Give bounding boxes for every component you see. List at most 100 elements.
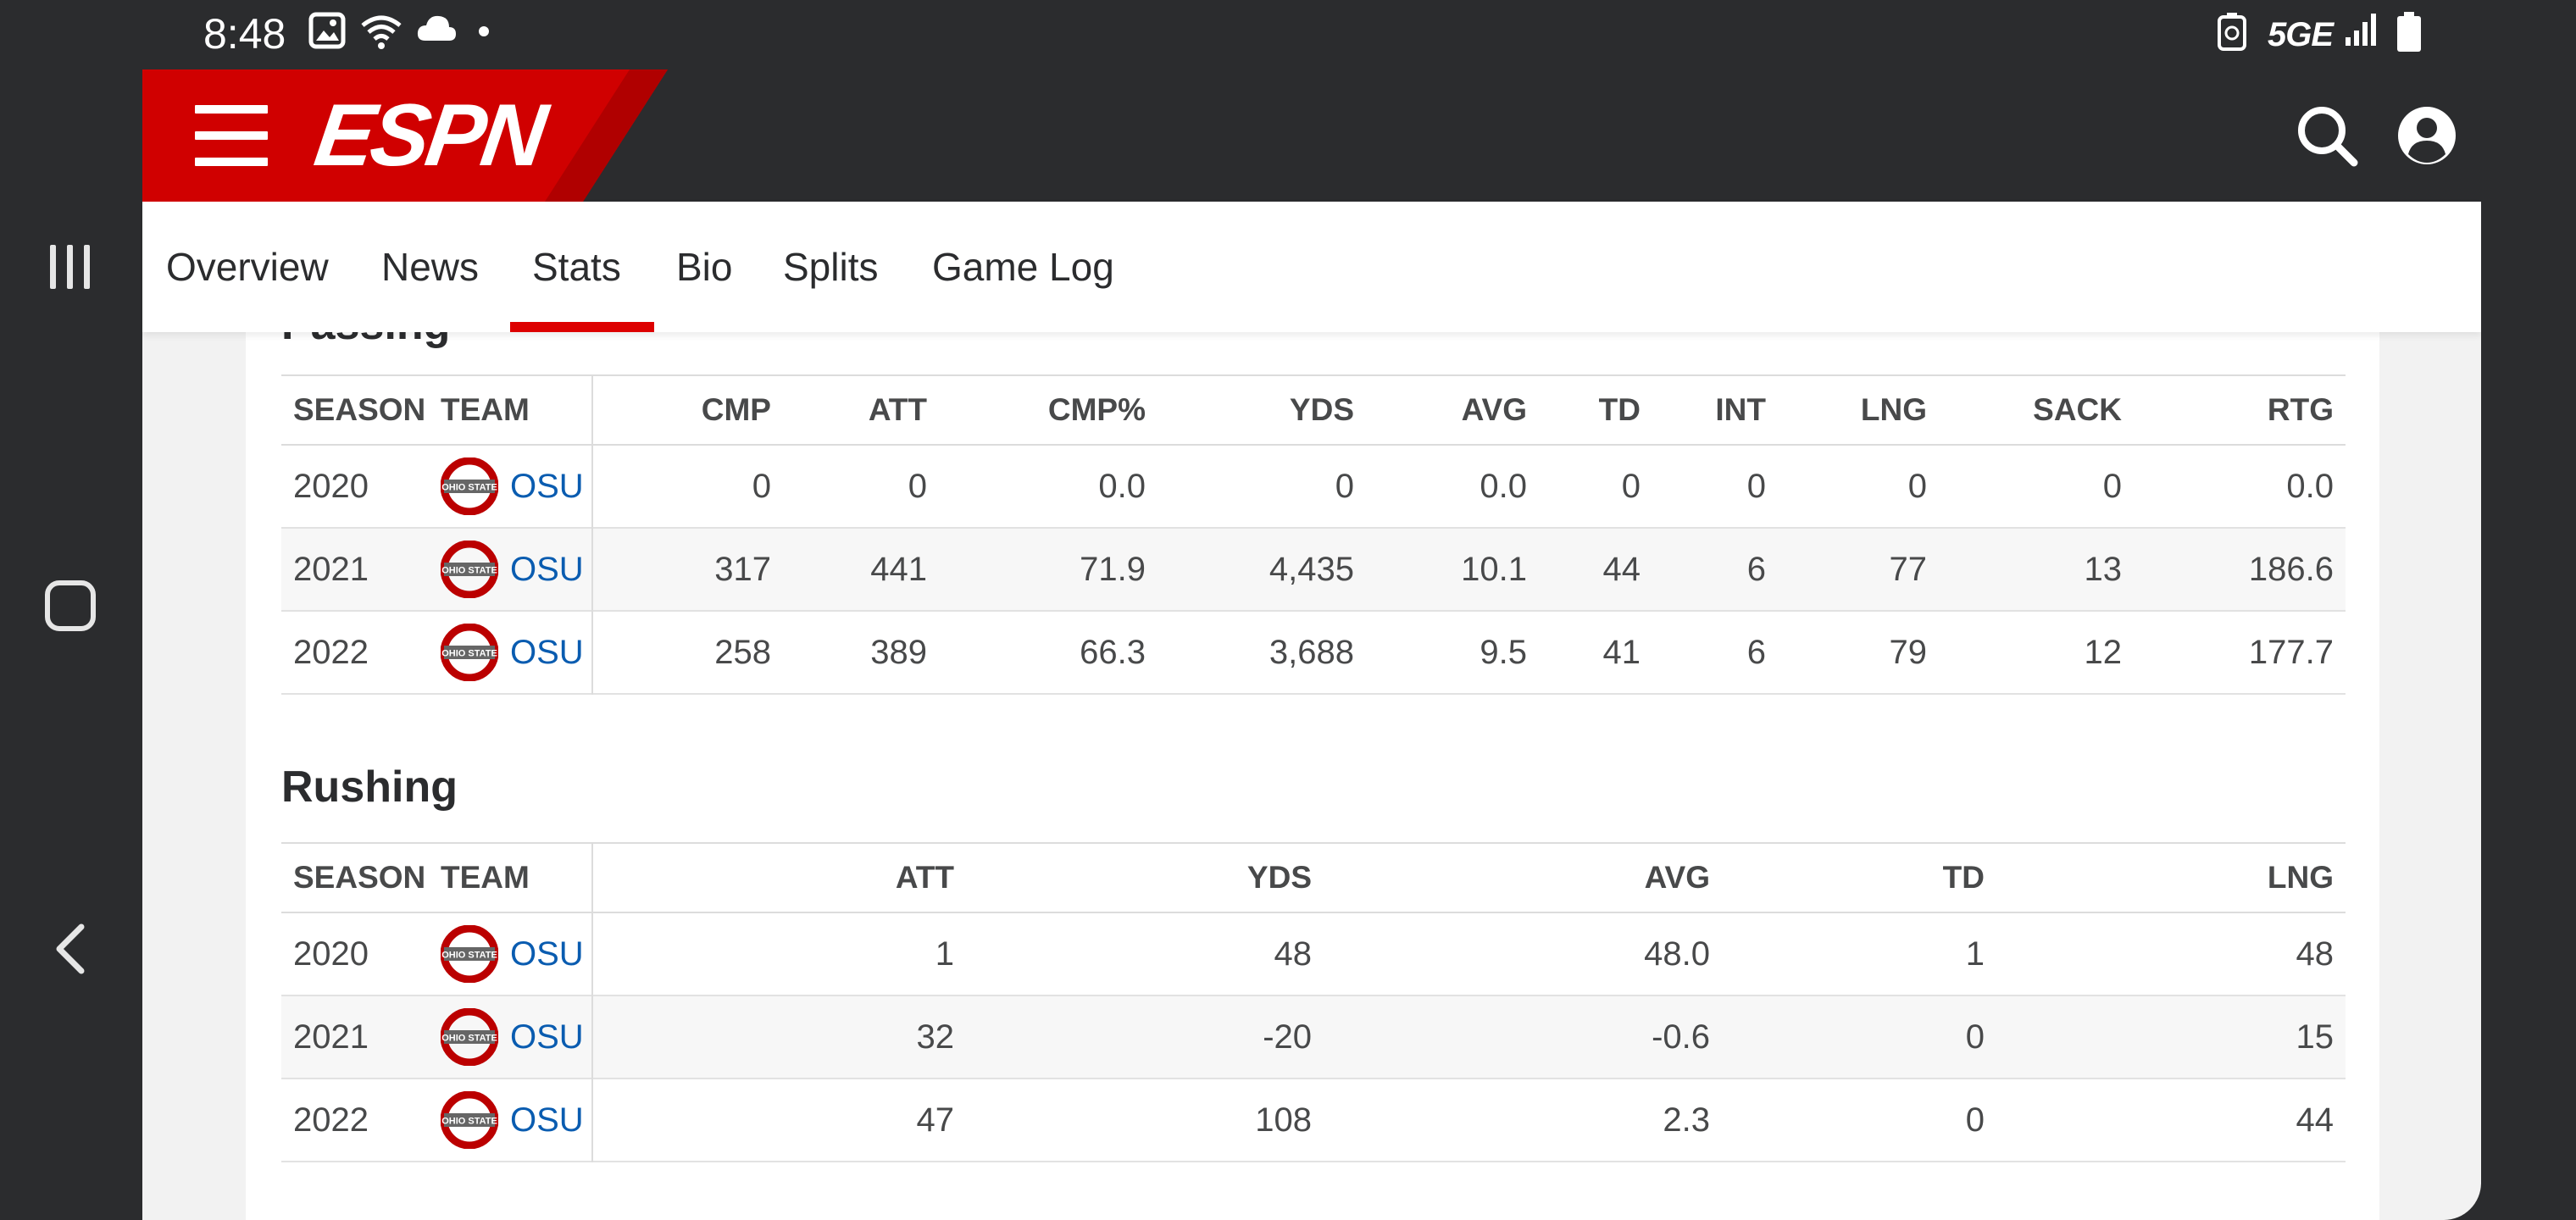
col-td: TD: [1598, 392, 1641, 427]
svg-text:OHIO STATE: OHIO STATE: [441, 483, 497, 493]
season-cell: 2021: [293, 1018, 369, 1056]
espn-logo[interactable]: ESPN: [308, 86, 550, 185]
lng-cell: 48: [2296, 934, 2334, 973]
col-team: TEAM: [441, 860, 530, 895]
phone-screen: 8:48 5GE ESPN: [142, 0, 2481, 1220]
ohio-state-logo-icon: OHIO STATE: [441, 1091, 498, 1149]
battery-icon: [2396, 12, 2422, 53]
yds-cell: 3,688: [1269, 633, 1354, 671]
team-cell[interactable]: OHIO STATE OSU: [441, 1079, 584, 1161]
yds-cell: 0: [1335, 467, 1354, 505]
tab-news[interactable]: News: [381, 245, 480, 289]
team-cell[interactable]: OHIO STATE OSU: [441, 996, 584, 1078]
td-cell: 41: [1602, 633, 1641, 671]
tab-game-log[interactable]: Game Log: [932, 245, 1114, 289]
att-cell: 47: [916, 1101, 955, 1139]
cmp-cell: 0: [752, 467, 771, 505]
home-icon[interactable]: [41, 576, 100, 635]
avg-cell: 0.0: [1480, 467, 1527, 505]
team-cell[interactable]: OHIO STATE OSU: [441, 529, 584, 610]
section-title-rushing: Rushing: [281, 762, 458, 812]
avg-cell: 10.1: [1461, 550, 1527, 588]
lng-cell: 0: [1907, 467, 1927, 505]
ohio-state-logo-icon: OHIO STATE: [441, 541, 498, 598]
team-cell[interactable]: OHIO STATE OSU: [441, 913, 584, 995]
svg-text:OHIO STATE: OHIO STATE: [441, 566, 497, 576]
menu-icon[interactable]: [195, 105, 268, 166]
column-divider: [591, 374, 593, 695]
column-divider: [591, 842, 593, 1162]
lng-cell: 44: [2296, 1101, 2334, 1139]
avg-cell: 2.3: [1663, 1101, 1710, 1139]
svg-text:OHIO STATE: OHIO STATE: [441, 1034, 497, 1044]
col-td: TD: [1942, 860, 1985, 895]
cmp-pct-cell: 0.0: [1098, 467, 1146, 505]
tab-splits[interactable]: Splits: [783, 245, 879, 289]
season-cell: 2020: [293, 934, 369, 973]
td-cell: 0: [1965, 1018, 1985, 1056]
rushing-table: SEASON TEAM ATT YDS AVG TD LNG 2020 OHIO…: [281, 842, 2346, 1164]
tab-bio[interactable]: Bio: [676, 245, 733, 289]
yds-cell: 4,435: [1269, 550, 1354, 588]
avg-cell: 48.0: [1644, 934, 1710, 973]
team-link[interactable]: OSU: [510, 550, 584, 588]
col-int: INT: [1715, 392, 1766, 427]
att-cell: 1: [935, 934, 954, 973]
cmp-pct-cell: 71.9: [1080, 550, 1146, 588]
att-cell: 389: [870, 633, 927, 671]
status-bar: 8:48 5GE: [142, 0, 2481, 69]
col-yds: YDS: [1246, 860, 1312, 895]
col-avg: AVG: [1461, 392, 1527, 427]
system-nav-bar: [0, 0, 141, 1220]
lng-cell: 77: [1889, 550, 1928, 588]
active-tab-indicator: [510, 322, 654, 332]
table-row: 2020 OHIO STATE OSU 1 48 48.0 1 48: [281, 913, 2346, 996]
profile-icon[interactable]: [2395, 103, 2459, 168]
ohio-state-logo-icon: OHIO STATE: [441, 1008, 498, 1066]
col-season: SEASON: [293, 392, 426, 427]
col-lng: LNG: [2267, 860, 2334, 895]
app-header: ESPN: [142, 69, 2481, 202]
search-icon[interactable]: [2295, 103, 2359, 168]
att-cell: 32: [916, 1018, 955, 1056]
td-cell: 0: [1965, 1101, 1985, 1139]
yds-cell: -20: [1263, 1018, 1312, 1056]
col-cmp-pct: CMP%: [1047, 392, 1146, 427]
team-cell[interactable]: OHIO STATE OSU: [441, 612, 584, 693]
col-cmp: CMP: [701, 392, 771, 427]
avg-cell: 9.5: [1480, 633, 1527, 671]
table-row: 2020 OHIO STATE OSU 0 0 0.0 0 0.0 0 0 0 …: [281, 446, 2346, 529]
team-link[interactable]: OSU: [510, 1101, 584, 1139]
tab-stats[interactable]: Stats: [532, 245, 621, 289]
col-rtg: RTG: [2267, 392, 2334, 427]
team-link[interactable]: OSU: [510, 467, 584, 505]
td-cell: 1: [1965, 934, 1985, 973]
rtg-cell: 186.6: [2248, 550, 2334, 588]
col-lng: LNG: [1860, 392, 1927, 427]
wifi-icon: [359, 12, 403, 51]
col-att: ATT: [895, 860, 954, 895]
team-link[interactable]: OSU: [510, 633, 584, 671]
yds-cell: 108: [1255, 1101, 1312, 1139]
back-icon[interactable]: [41, 919, 100, 979]
yds-cell: 48: [1274, 934, 1313, 973]
team-link[interactable]: OSU: [510, 934, 584, 973]
team-cell[interactable]: OHIO STATE OSU: [441, 446, 584, 527]
ohio-state-logo-icon: OHIO STATE: [441, 925, 498, 983]
rtg-cell: 0.0: [2286, 467, 2334, 505]
sack-cell: 13: [2084, 550, 2123, 588]
team-link[interactable]: OSU: [510, 1018, 584, 1056]
svg-text:OHIO STATE: OHIO STATE: [441, 951, 497, 961]
battery-saver-icon: [2217, 12, 2247, 51]
col-att: ATT: [868, 392, 927, 427]
att-cell: 441: [870, 550, 927, 588]
network-type: 5GE: [2268, 16, 2334, 53]
season-cell: 2020: [293, 467, 369, 505]
recents-icon[interactable]: [41, 237, 100, 297]
tab-overview[interactable]: Overview: [166, 245, 329, 289]
signal-icon: [2342, 12, 2379, 49]
avg-cell: -0.6: [1652, 1018, 1710, 1056]
cmp-cell: 258: [714, 633, 771, 671]
rtg-cell: 177.7: [2248, 633, 2334, 671]
season-cell: 2022: [293, 633, 369, 671]
